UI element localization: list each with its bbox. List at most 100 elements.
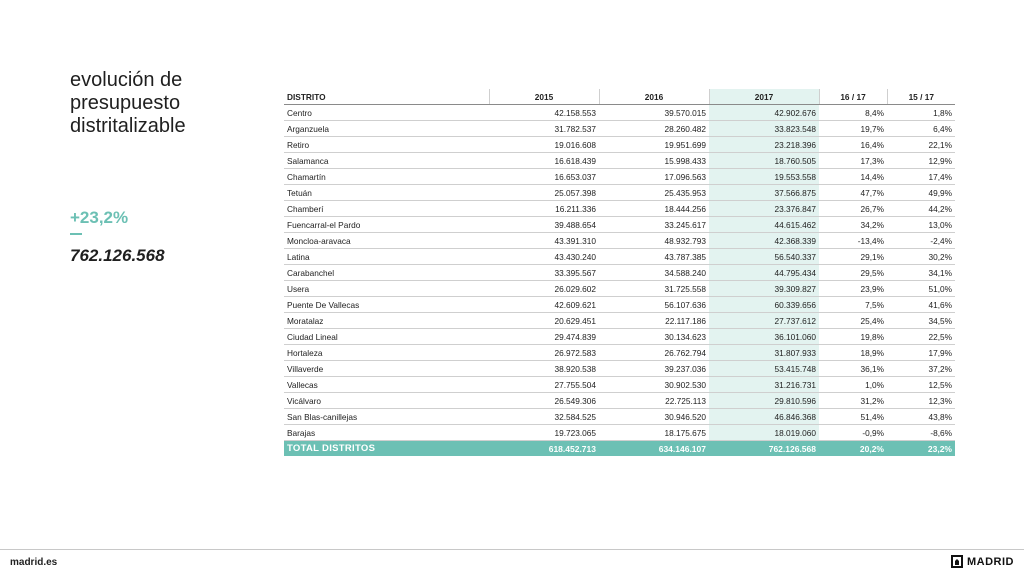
cell-value-2017: 31.216.731 [709, 376, 819, 393]
cell-value-2016: 19.951.699 [599, 136, 709, 153]
footer-divider [0, 549, 1024, 550]
cell-change-16-17: 29,1% [819, 248, 887, 265]
cell-change-15-17: -8,6% [887, 424, 955, 441]
table-row: Chamartín 16.653.037 17.096.563 19.553.558 1… [284, 168, 955, 185]
cell-change-16-17: -0,9% [819, 424, 887, 441]
cell-change-15-17: 12,3% [887, 392, 955, 409]
cell-distrito: Chamberí [284, 200, 489, 217]
cell-change-16-17: 31,2% [819, 392, 887, 409]
cell-value-2016: 28.260.482 [599, 120, 709, 137]
cell-distrito: Carabanchel [284, 264, 489, 281]
brand-name: MADRID [967, 555, 1014, 568]
header-change-15-17: 15 / 17 [886, 89, 955, 105]
cell-change-15-17: 1,8% [887, 104, 955, 121]
cell-value-2015: 38.920.538 [489, 360, 599, 377]
cell-change-16-17: 51,4% [819, 408, 887, 425]
cell-change-15-17: 30,2% [887, 248, 955, 265]
cell-value-2015: 29.474.839 [489, 328, 599, 345]
cell-distrito: Chamartín [284, 168, 489, 185]
kpi-divider [70, 233, 82, 235]
table-row: Usera 26.029.602 31.725.558 39.309.827 23,9%… [284, 280, 955, 297]
table-row: Ciudad Lineal 29.474.839 30.134.623 36.101.… [284, 328, 955, 345]
header-2016: 2016 [598, 89, 709, 105]
cell-value-2017: 23.376.847 [709, 200, 819, 217]
table-row: Hortaleza 26.972.583 26.762.794 31.807.933 1… [284, 344, 955, 361]
cell-change-16-17: 7,5% [819, 296, 887, 313]
table-body: Centro 42.158.553 39.570.015 42.902.676 8,4%… [284, 104, 955, 441]
total-2016: 634.146.107 [599, 440, 709, 456]
cell-value-2015: 43.430.240 [489, 248, 599, 265]
cell-change-15-17: 41,6% [887, 296, 955, 313]
cell-change-16-17: -13,4% [819, 232, 887, 249]
cell-value-2015: 27.755.504 [489, 376, 599, 393]
cell-value-2015: 43.391.310 [489, 232, 599, 249]
cell-value-2015: 16.618.439 [489, 152, 599, 169]
cell-value-2016: 56.107.636 [599, 296, 709, 313]
cell-value-2016: 17.096.563 [599, 168, 709, 185]
cell-value-2015: 31.782.537 [489, 120, 599, 137]
cell-value-2017: 18.019.060 [709, 424, 819, 441]
cell-change-16-17: 47,7% [819, 184, 887, 201]
cell-value-2016: 30.946.520 [599, 408, 709, 425]
cell-change-15-17: 43,8% [887, 408, 955, 425]
table-row: Villaverde 38.920.538 39.237.036 53.415.748… [284, 360, 955, 377]
cell-value-2015: 16.211.336 [489, 200, 599, 217]
cell-change-15-17: 22,5% [887, 328, 955, 345]
cell-value-2015: 16.653.037 [489, 168, 599, 185]
cell-change-16-17: 25,4% [819, 312, 887, 329]
cell-value-2016: 43.787.385 [599, 248, 709, 265]
cell-distrito: Ciudad Lineal [284, 328, 489, 345]
cell-value-2015: 26.972.583 [489, 344, 599, 361]
header-distrito: DISTRITO [284, 89, 489, 105]
cell-value-2017: 19.553.558 [709, 168, 819, 185]
cell-distrito: Salamanca [284, 152, 489, 169]
cell-change-15-17: 49,9% [887, 184, 955, 201]
cell-change-16-17: 8,4% [819, 104, 887, 121]
cell-distrito: Usera [284, 280, 489, 297]
cell-change-16-17: 36,1% [819, 360, 887, 377]
footer-site-link[interactable]: madrid.es [10, 557, 58, 568]
cell-value-2017: 29.810.596 [709, 392, 819, 409]
cell-change-15-17: 12,5% [887, 376, 955, 393]
cell-change-15-17: 17,9% [887, 344, 955, 361]
slide-title: evolución de presupuesto distritalizable [70, 69, 186, 137]
cell-change-16-17: 17,3% [819, 152, 887, 169]
cell-distrito: Latina [284, 248, 489, 265]
table-row: Moratalaz 20.629.451 22.117.186 27.737.612 2… [284, 312, 955, 329]
cell-change-16-17: 18,9% [819, 344, 887, 361]
cell-value-2016: 18.175.675 [599, 424, 709, 441]
footer-brand: MADRID [951, 555, 1014, 568]
cell-value-2017: 27.737.612 [709, 312, 819, 329]
cell-value-2016: 30.134.623 [599, 328, 709, 345]
cell-value-2016: 22.725.113 [599, 392, 709, 409]
table-row: Vallecas 27.755.504 30.902.530 31.216.731 1,… [284, 376, 955, 393]
cell-value-2017: 23.218.396 [709, 136, 819, 153]
header-2015: 2015 [488, 89, 599, 105]
cell-value-2015: 42.158.553 [489, 104, 599, 121]
header-change-16-17: 16 / 17 [818, 89, 887, 105]
cell-value-2017: 44.615.462 [709, 216, 819, 233]
cell-distrito: Fuencarral-el Pardo [284, 216, 489, 233]
cell-value-2016: 39.237.036 [599, 360, 709, 377]
table-total-row: TOTAL DISTRITOS 618.452.713 634.146.107 … [284, 440, 955, 456]
cell-change-16-17: 26,7% [819, 200, 887, 217]
cell-value-2015: 26.549.306 [489, 392, 599, 409]
cell-value-2017: 37.566.875 [709, 184, 819, 201]
cell-change-15-17: 34,5% [887, 312, 955, 329]
cell-value-2017: 36.101.060 [709, 328, 819, 345]
table-row: Arganzuela 31.782.537 28.260.482 33.823.548… [284, 120, 955, 137]
cell-change-16-17: 19,7% [819, 120, 887, 137]
cell-distrito: Moncloa-aravaca [284, 232, 489, 249]
cell-value-2016: 31.725.558 [599, 280, 709, 297]
cell-change-15-17: 17,4% [887, 168, 955, 185]
total-2015: 618.452.713 [489, 440, 599, 456]
cell-change-16-17: 14,4% [819, 168, 887, 185]
cell-value-2016: 25.435.953 [599, 184, 709, 201]
cell-change-15-17: 6,4% [887, 120, 955, 137]
table-row: Vicálvaro 26.549.306 22.725.113 29.810.596 3… [284, 392, 955, 409]
table-row: Fuencarral-el Pardo 39.488.654 33.245.617 4… [284, 216, 955, 233]
cell-value-2017: 60.339.656 [709, 296, 819, 313]
cell-change-15-17: 51,0% [887, 280, 955, 297]
total-2017: 762.126.568 [709, 440, 819, 456]
cell-change-15-17: 34,1% [887, 264, 955, 281]
